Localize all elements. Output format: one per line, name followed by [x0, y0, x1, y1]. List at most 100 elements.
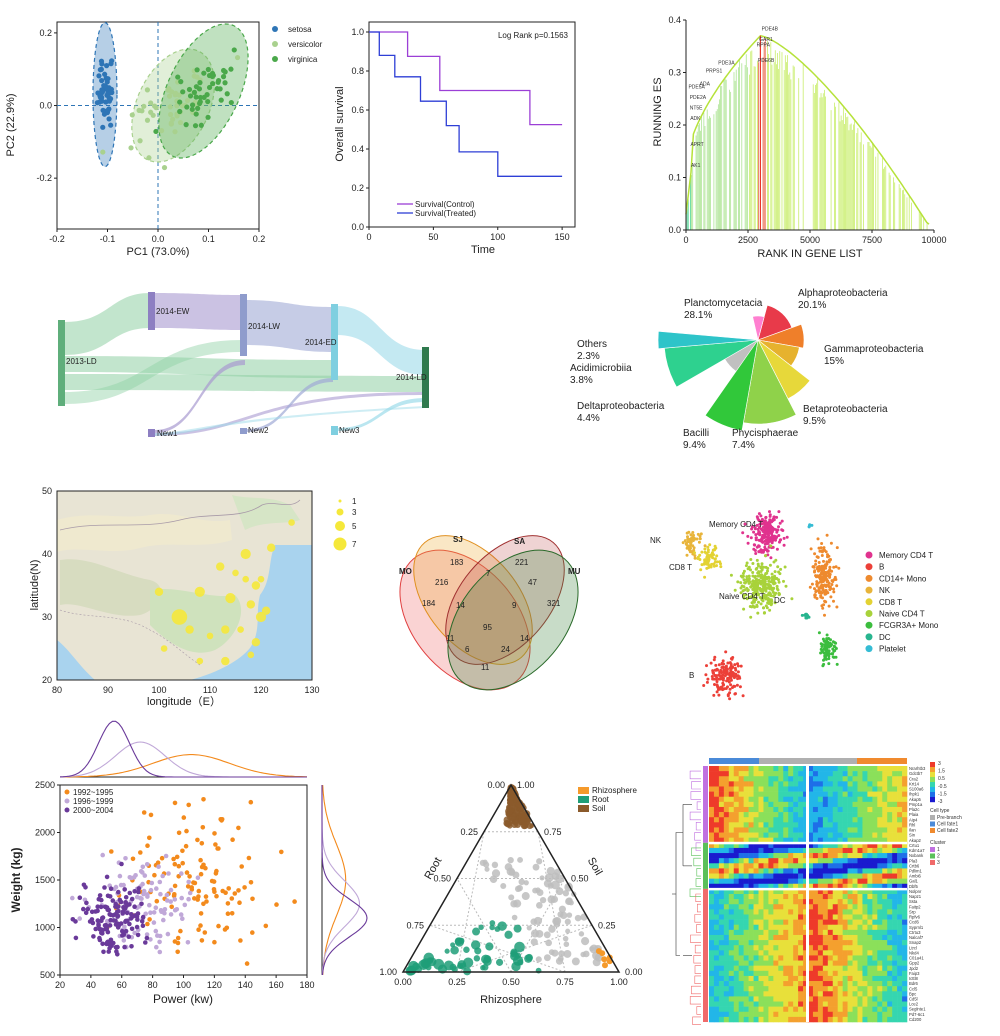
tick-label: 80 — [148, 980, 158, 990]
heat-cell — [862, 981, 868, 987]
heat-cell — [887, 863, 893, 869]
heat-cell — [887, 812, 893, 818]
cell-point — [733, 663, 737, 667]
heat-cell — [773, 781, 779, 787]
heat-cell — [812, 863, 819, 869]
heat-cell — [743, 791, 749, 798]
heat-cell — [723, 955, 730, 961]
heat-cell — [798, 786, 804, 792]
heat-cell — [768, 883, 774, 890]
heat-cell — [718, 853, 725, 859]
data-point — [115, 921, 121, 927]
heat-cell — [728, 955, 735, 961]
heat-cell — [793, 929, 799, 936]
heat-cell — [867, 914, 873, 920]
heat-cell — [872, 965, 878, 972]
heat-cell — [778, 853, 784, 859]
sankey-label: 2013-LD — [66, 357, 97, 366]
heat-cell — [812, 929, 819, 936]
data-point — [145, 921, 150, 927]
heat-cell — [832, 781, 838, 787]
cell-point — [692, 546, 696, 550]
data-point — [178, 928, 183, 934]
heat-cell — [773, 812, 779, 818]
data-point — [173, 90, 179, 96]
heat-cell — [887, 766, 893, 772]
cell-point — [832, 587, 835, 591]
cell-point — [764, 521, 768, 525]
dendro-branch — [696, 924, 701, 933]
heat-cell — [862, 945, 868, 951]
heat-cell — [902, 868, 908, 874]
heat-cell — [788, 934, 794, 941]
cell-point — [757, 600, 760, 604]
data-point — [222, 927, 228, 932]
heat-cell — [877, 827, 883, 833]
heat-cell — [803, 806, 809, 813]
dendro-branch — [695, 893, 701, 902]
data-point — [129, 912, 134, 917]
heat-cell — [738, 806, 744, 813]
heat-cell — [778, 827, 784, 833]
heat-cell — [798, 929, 804, 936]
heat-cell — [817, 842, 824, 849]
data-point — [171, 856, 176, 862]
heat-cell — [778, 791, 784, 798]
legend-marker — [930, 847, 935, 852]
heat-cell — [872, 955, 878, 961]
slice-percent: 28.1% — [684, 310, 712, 321]
heat-cell — [837, 822, 843, 828]
heat-cell — [867, 909, 873, 915]
sample-point — [240, 548, 251, 560]
heat-cell — [758, 929, 764, 936]
heat-cell — [872, 842, 878, 849]
heat-cell — [902, 914, 908, 920]
heat-cell — [723, 909, 730, 915]
heat-cell — [808, 970, 814, 977]
heat-cell — [812, 899, 819, 905]
data-point — [118, 921, 124, 926]
survival-curve — [369, 31, 563, 177]
cell-point — [813, 552, 817, 556]
heat-cell — [763, 858, 769, 864]
heat-cell — [837, 842, 843, 849]
grey-point — [530, 938, 538, 946]
heat-cell — [887, 909, 893, 915]
heat-cell — [817, 801, 824, 808]
heat-cell — [713, 996, 720, 1002]
heat-cell — [768, 853, 774, 859]
cell-point — [770, 572, 774, 576]
heat-cell — [788, 991, 794, 997]
data-point — [214, 893, 219, 899]
heat-cell — [832, 822, 838, 828]
heat-cell — [842, 858, 848, 864]
heat-cell — [718, 1011, 725, 1018]
heat-cell — [763, 888, 769, 895]
heat-cell — [713, 863, 720, 869]
gene-label: Gal1 — [909, 879, 919, 884]
heat-cell — [709, 1001, 715, 1007]
cell-point — [729, 678, 733, 682]
heat-cell — [713, 842, 720, 849]
heat-cell — [733, 873, 739, 879]
heat-cell — [753, 1011, 759, 1018]
tsne-cluster-label: Memory CD4 T — [709, 520, 763, 529]
heat-cell — [842, 832, 848, 838]
cell-point — [729, 662, 733, 666]
heat-cell — [748, 991, 754, 997]
heat-cell — [902, 981, 908, 987]
heat-cell — [847, 822, 853, 828]
tick-label: 0 — [366, 232, 371, 242]
heat-cell — [872, 899, 878, 905]
legend-marker — [865, 563, 873, 571]
heat-cell — [892, 924, 898, 931]
heat-cell — [902, 827, 908, 833]
cell-point — [769, 603, 773, 607]
tick-label: 130 — [304, 685, 319, 695]
heat-cell — [867, 868, 873, 874]
grey-point — [547, 895, 556, 904]
heat-cell — [827, 991, 834, 997]
cell-point — [743, 581, 747, 585]
heat-cell — [892, 837, 898, 844]
legend-label: Survival(Control) — [415, 200, 475, 209]
